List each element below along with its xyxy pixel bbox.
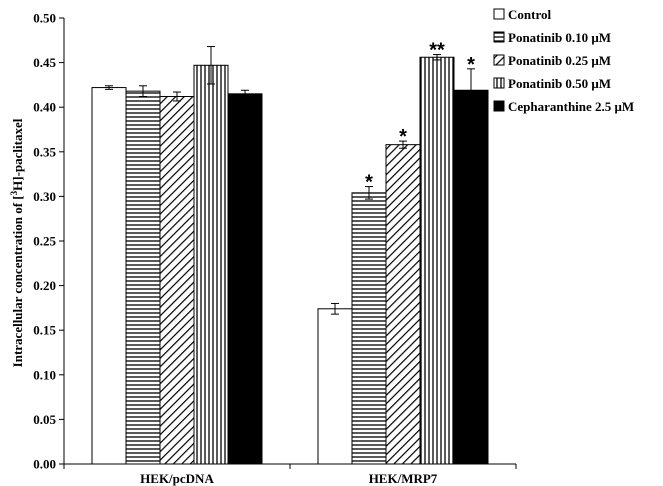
legend-swatch: [493, 8, 505, 20]
legend-label: Cepharanthine 2.5 μM: [508, 99, 634, 114]
bar: [419, 56, 455, 465]
y-tick-label: 0.05: [33, 412, 56, 427]
y-tick-label: 0.45: [33, 55, 56, 70]
bar: [317, 308, 353, 465]
significance-mark: *: [467, 54, 475, 76]
y-tick-label: 0.30: [33, 189, 56, 204]
y-tick-label: 0.35: [33, 144, 56, 159]
x-category-label: HEK/MRP7: [369, 471, 438, 486]
significance-mark: *: [365, 172, 373, 194]
y-axis-title: Intracellular concentration of [3H]-pacl…: [9, 118, 25, 367]
legend-label: Control: [508, 7, 551, 22]
legend-swatch: [493, 54, 505, 66]
y-tick-label: 0.00: [33, 457, 56, 472]
bar: [385, 144, 421, 465]
bar: [91, 87, 127, 465]
bar: [227, 93, 263, 465]
y-tick-label: 0.15: [33, 323, 56, 338]
y-tick-label: 0.10: [33, 367, 56, 382]
bar: [159, 95, 195, 465]
bar: [193, 64, 229, 465]
y-tick-label: 0.50: [33, 11, 56, 26]
legend-swatch: [493, 77, 505, 89]
bar: [453, 89, 489, 465]
legend-swatch: [493, 31, 505, 43]
legend-label: Ponatinib 0.25 μM: [508, 53, 611, 68]
significance-mark: **: [429, 40, 445, 62]
bar: [351, 192, 387, 465]
bar: [125, 90, 161, 465]
y-tick-label: 0.25: [33, 234, 56, 249]
legend-label: Ponatinib 0.50 μM: [508, 76, 611, 91]
legend-swatch: [493, 100, 505, 112]
x-category-label: HEK/pcDNA: [140, 471, 214, 486]
y-tick-label: 0.40: [33, 100, 56, 115]
legend-label: Ponatinib 0.10 μM: [508, 30, 611, 45]
significance-mark: *: [399, 126, 407, 148]
y-tick-label: 0.20: [33, 278, 56, 293]
